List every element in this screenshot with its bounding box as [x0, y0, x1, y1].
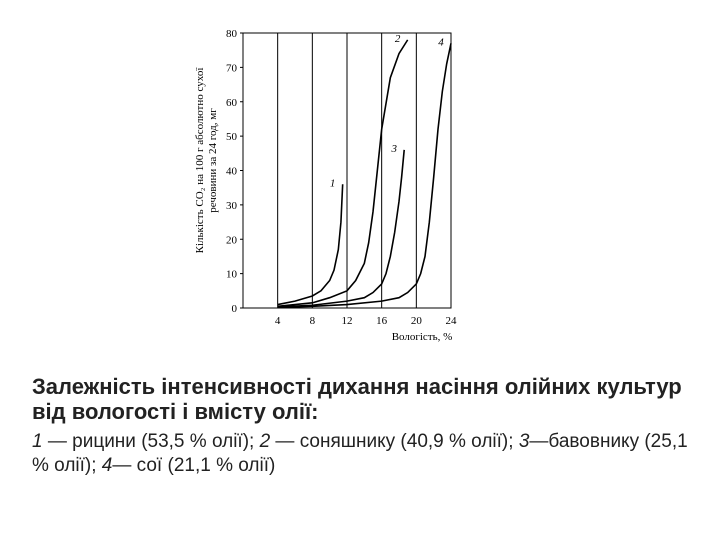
y-tick-label: 20 — [226, 234, 238, 246]
curve — [277, 149, 405, 308]
x-axis-label: Вологість, % — [392, 331, 453, 343]
caption-text: —бавовнику (25,1 % олії); — [32, 431, 688, 476]
y-axis-label: речовини за 24 год, мг — [207, 108, 219, 213]
x-tick-label: 24 — [446, 315, 458, 327]
curve-label: 1 — [330, 177, 336, 189]
x-tick-label: 4 — [275, 315, 281, 327]
y-tick-label: 40 — [226, 166, 238, 178]
curve — [277, 184, 344, 306]
caption: Залежність інтенсивності дихання насіння… — [32, 374, 692, 478]
y-axis-label: Кількість CO₂ на 100 г абсолютно сухої — [194, 67, 206, 254]
caption-number: 1 — [32, 431, 43, 452]
curve-label: 4 — [438, 36, 444, 48]
caption-text: — рицини (53,5 % олії); — [42, 431, 255, 452]
curve-label: 2 — [395, 33, 401, 45]
y-tick-label: 70 — [226, 62, 238, 74]
curve-label: 3 — [390, 143, 397, 155]
y-tick-label: 0 — [232, 303, 238, 315]
y-tick-label: 30 — [226, 200, 238, 212]
y-tick-label: 10 — [226, 269, 238, 281]
caption-items: 1 — рицини (53,5 % олії); 2 — соняшнику … — [32, 430, 692, 478]
x-tick-label: 20 — [411, 315, 423, 327]
caption-number: 3 — [518, 431, 530, 452]
curve — [277, 39, 409, 308]
caption-text: — сої (21,1 % олії) — [112, 455, 276, 476]
caption-number: 4 — [101, 455, 113, 476]
caption-title: Залежність інтенсивності дихання насіння… — [32, 374, 682, 424]
x-tick-label: 12 — [342, 315, 353, 327]
caption-number: 2 — [259, 431, 271, 452]
curve — [277, 43, 452, 309]
caption-text: — соняшнику (40,9 % олії); — [270, 431, 514, 452]
x-tick-label: 16 — [376, 315, 388, 327]
x-tick-label: 8 — [310, 315, 316, 327]
y-tick-label: 50 — [226, 131, 238, 143]
y-tick-label: 60 — [226, 97, 238, 109]
y-tick-label: 80 — [226, 28, 238, 40]
